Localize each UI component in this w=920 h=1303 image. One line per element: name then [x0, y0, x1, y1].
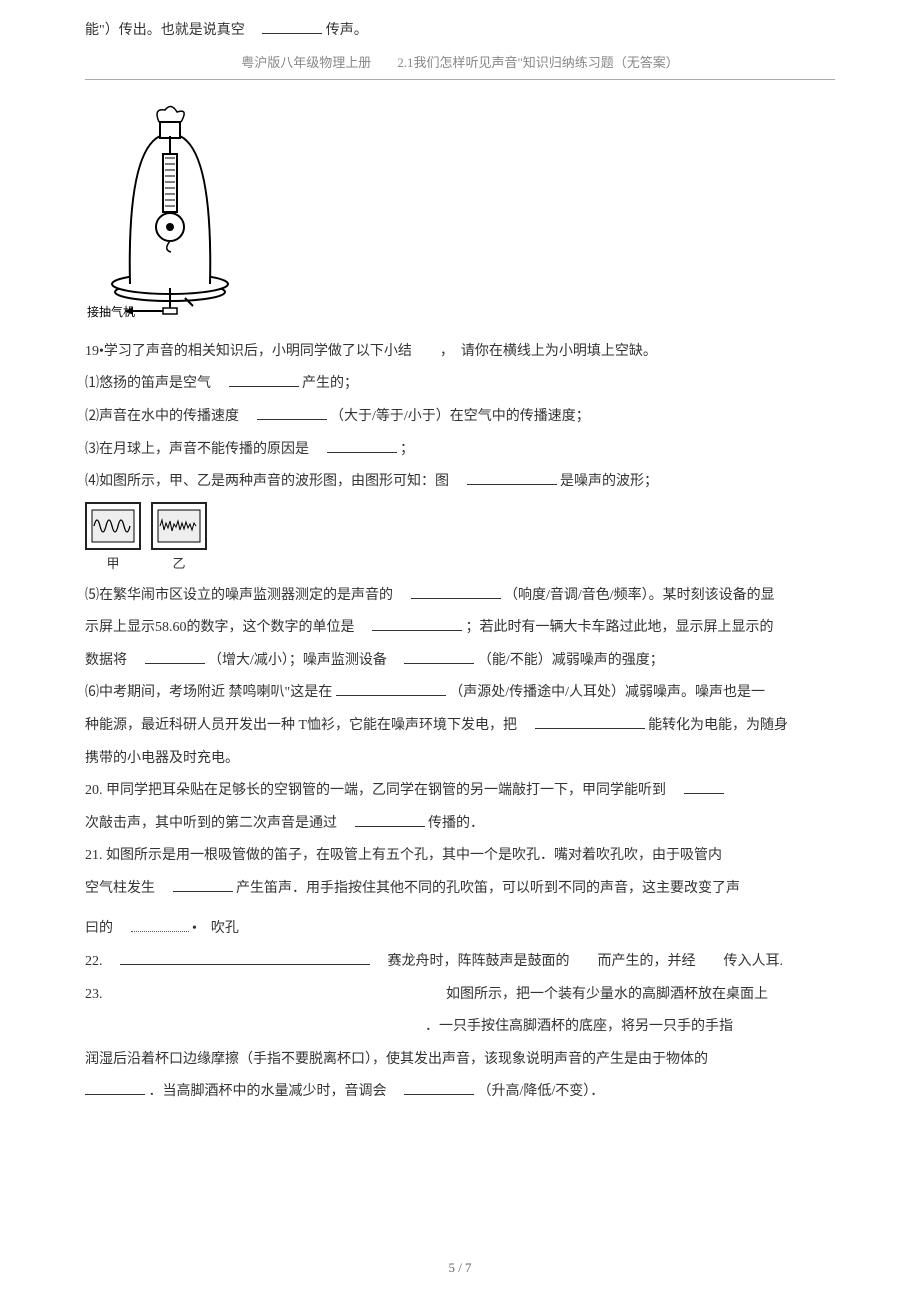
q21c: 产生笛声．用手指按住其他不同的孔吹笛，可以听到不同的声音，这主要改变了声 [236, 881, 740, 896]
q21d: 曰的 [85, 921, 127, 936]
q19-3: ⑶在月球上，声音不能传播的原因是 ； [85, 437, 835, 464]
q20a: 20. 甲同学把耳朵贴在足够长的空钢管的一端，乙同学在钢管的另一端敲打一下，甲同… [85, 783, 680, 798]
q19-1b: 产生的； [302, 376, 358, 391]
blank-19-1 [229, 373, 299, 387]
blank-19-6b [535, 715, 645, 729]
blank-19-4 [467, 471, 557, 485]
q19-5d: ；若此时有一辆大卡车路过此地，显示屏上显示的 [466, 620, 774, 635]
blank-21b-dotted [131, 918, 189, 932]
q19-1a: ⑴悠扬的笛声是空气 [85, 376, 225, 391]
q23-l2: 润湿后沿着杯口边缘摩擦（手指不要脱离杯口），使其发出声音，该现象说明声音的产生是… [85, 1047, 835, 1074]
blank-20b [355, 813, 425, 827]
q22a: 22. [85, 954, 117, 969]
q19-2a: ⑵声音在水中的传播速度 [85, 409, 253, 424]
q19-5-l2: 示屏上显示58.60的数字，这个数字的单位是 ；若此时有一辆大卡车路过此地，显示… [85, 615, 835, 642]
q19-4b: 是噪声的波形； [560, 474, 658, 489]
q23b: 如图所示，把一个装有少量水的高脚酒杯放在桌面上 [106, 987, 768, 1002]
blank-19-5d [404, 650, 474, 664]
q19-6-l3: 携带的小电器及时充电。 [85, 746, 835, 773]
q19-6a: ⑹中考期间，考场附近 禁鸣喇叭"这是在 [85, 685, 332, 700]
blank-19-3 [327, 439, 397, 453]
q20-l1: 20. 甲同学把耳朵贴在足够长的空钢管的一端，乙同学在钢管的另一端敲打一下，甲同… [85, 778, 835, 805]
waveform-diagrams: 甲 乙 [85, 502, 835, 577]
blank-21a [173, 878, 233, 892]
blank-20a [684, 780, 724, 794]
blank-19-5c [145, 650, 205, 664]
pre-header-line: 能"）传出。也就是说真空 传声。 [85, 18, 835, 45]
q22b: 赛龙舟时，阵阵鼓声是鼓面的 而产生的，并经 传入人耳. [374, 954, 784, 969]
blank-vacuum [262, 20, 322, 34]
q20-l2: 次敲击声，其中听到的第二次声音是通过 传播的． [85, 811, 835, 838]
blank-19-2 [257, 406, 327, 420]
q21b: 空气柱发生 [85, 881, 169, 896]
q20c: 传播的． [428, 816, 484, 831]
pre-header-a: 能"）传出。也就是说真空 [85, 23, 259, 38]
q22: 22. 赛龙舟时，阵阵鼓声是鼓面的 而产生的，并经 传入人耳. [85, 949, 835, 976]
q23e: ．当高脚酒杯中的水量减少时，音调会 [149, 1084, 401, 1099]
q19-5b: （响度/音调/音色/频率）。某时刻该设备的显 [504, 588, 775, 603]
q19-5a: ⑸在繁华闹市区设立的噪声监测器测定的是声音的 [85, 588, 407, 603]
q19-3a: ⑶在月球上，声音不能传播的原因是 [85, 442, 323, 457]
q19-4: ⑷如图所示，甲、乙是两种声音的波形图，由图形可知：图 是噪声的波形； [85, 469, 835, 496]
q23f: （升高/降低/不变）． [478, 1084, 605, 1099]
q19-2b: （大于/等于/小于）在空气中的传播速度； [330, 409, 590, 424]
q19-6-l2: 种能源，最近科研人员开发出一种 T恤衫，它能在噪声环境下发电，把 能转化为电能，… [85, 713, 835, 740]
q19-5f: （增大/减小）；噪声监测设备 [208, 653, 401, 668]
pump-label: 接抽气机 [87, 304, 135, 319]
blank-19-5b [372, 617, 462, 631]
q21e: • 吹孔 [192, 921, 239, 936]
q19-5g: （能/不能）减弱噪声的强度； [478, 653, 664, 668]
page-number: 5 / 7 [0, 1256, 920, 1281]
q19-1: ⑴悠扬的笛声是空气 产生的； [85, 371, 835, 398]
blank-22a [120, 951, 370, 965]
pre-header-b: 传声。 [326, 23, 368, 38]
waveform-a: 甲 [85, 502, 141, 577]
q19-4a: ⑷如图所示，甲、乙是两种声音的波形图，由图形可知：图 [85, 474, 463, 489]
blank-23a [85, 1081, 145, 1095]
q23-l1: 23. 如图所示，把一个装有少量水的高脚酒杯放在桌面上 [85, 982, 835, 1009]
q19-5e: 数据将 [85, 653, 141, 668]
blank-19-6a [336, 682, 446, 696]
q21-l2: 空气柱发生 产生笛声．用手指按住其他不同的孔吹笛，可以听到不同的声音，这主要改变… [85, 876, 835, 903]
q19-intro: 19•学习了声音的相关知识后，小明同学做了以下小结 ， 请你在横线上为小明填上空… [85, 339, 835, 366]
q23-l3: ．当高脚酒杯中的水量减少时，音调会 （升高/降低/不变）． [85, 1079, 835, 1106]
blank-23b [404, 1081, 474, 1095]
q23a: 23. [85, 987, 103, 1002]
header-rule [85, 79, 835, 80]
page-header: 粤沪版八年级物理上册 2.1我们怎样听见声音"知识归纳练习题（无答案） [85, 51, 835, 76]
waveform-b-label: 乙 [172, 556, 185, 571]
q21-l3: 曰的 • 吹孔 [85, 916, 835, 943]
blank-19-5a [411, 585, 501, 599]
waveform-b: 乙 [151, 502, 207, 577]
q19-2: ⑵声音在水中的传播速度 （大于/等于/小于）在空气中的传播速度； [85, 404, 835, 431]
q19-6c: 种能源，最近科研人员开发出一种 T恤衫，它能在噪声环境下发电，把 [85, 718, 531, 733]
q21-l1: 21. 如图所示是用一根吸管做的笛子，在吸管上有五个孔，其中一个是吹孔．嘴对着吹… [85, 843, 835, 870]
q19-3b: ； [400, 442, 414, 457]
q19-5c: 示屏上显示58.60的数字，这个数字的单位是 [85, 620, 369, 635]
q19-6d: 能转化为电能，为随身 [648, 718, 788, 733]
q23-l1b: ．一只手按住高脚酒杯的底座，将另一只手的手指 [85, 1014, 835, 1041]
q19-5-l3: 数据将 （增大/减小）；噪声监测设备 （能/不能）减弱噪声的强度； [85, 648, 835, 675]
q20b: 次敲击声，其中听到的第二次声音是通过 [85, 816, 351, 831]
q19-6-l1: ⑹中考期间，考场附近 禁鸣喇叭"这是在 （声源处/传播途中/人耳处）减弱噪声。噪… [85, 680, 835, 707]
diagram-bell-jar: 接抽气机 [85, 92, 835, 333]
q19-6b: （声源处/传播途中/人耳处）减弱噪声。噪声也是一 [449, 685, 765, 700]
q19-5-l1: ⑸在繁华闹市区设立的噪声监测器测定的是声音的 （响度/音调/音色/频率）。某时刻… [85, 583, 835, 610]
waveform-a-label: 甲 [106, 556, 119, 571]
